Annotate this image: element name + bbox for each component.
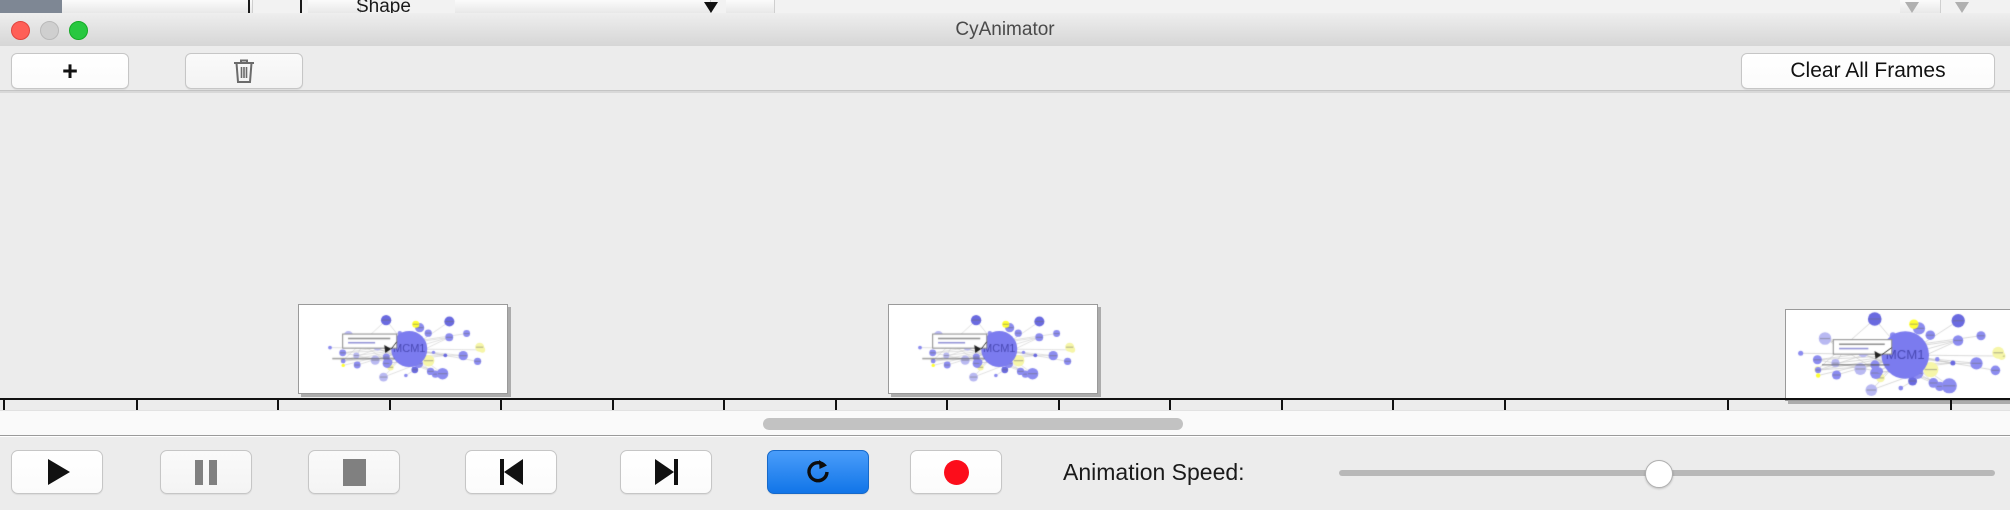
toolbar: + Clear All Frames — [0, 46, 2010, 91]
playback-bar: Animation Speed: — [0, 437, 2010, 510]
clear-all-frames-button[interactable]: Clear All Frames — [1741, 53, 1995, 89]
loop-icon — [807, 460, 829, 483]
timeline-top-divider — [0, 91, 2010, 93]
background-window-segment — [308, 0, 361, 13]
axis-tick-minor — [1950, 400, 1952, 410]
skip-to-start-button[interactable] — [465, 450, 557, 494]
clear-all-frames-label: Clear All Frames — [1790, 59, 1946, 82]
axis-tick-minor — [136, 400, 138, 410]
background-window-caret-icon — [1955, 2, 1969, 13]
axis-baseline — [0, 398, 2010, 400]
timeline-scrollbar[interactable] — [0, 410, 2010, 436]
keyframe-thumbnail — [1786, 310, 2010, 400]
axis-tick-minor — [612, 400, 614, 410]
background-window-strip: Shape — [0, 0, 2010, 13]
pause-icon — [195, 459, 217, 485]
delete-frame-button[interactable] — [185, 53, 303, 89]
axis-tick-major — [500, 400, 502, 410]
keyframe-1[interactable] — [298, 304, 508, 394]
timeline-panel[interactable]: 2131415161718 Seconds — [0, 91, 2010, 410]
record-button[interactable] — [910, 450, 1002, 494]
add-frame-button[interactable]: + — [11, 53, 129, 89]
skip-back-icon — [499, 459, 523, 485]
axis-tick-major — [3, 400, 5, 410]
background-window-segment — [726, 0, 775, 13]
stop-button — [308, 450, 400, 494]
play-button[interactable] — [11, 450, 103, 494]
plus-icon: + — [62, 55, 78, 86]
axis-tick-minor — [1058, 400, 1060, 410]
zoom-button[interactable] — [69, 21, 88, 40]
trash-icon — [234, 59, 254, 83]
scrollbar-thumb[interactable] — [763, 418, 1183, 430]
animation-speed-slider-thumb[interactable] — [1645, 460, 1673, 488]
axis-tick-minor — [1281, 400, 1283, 410]
skip-to-end-button[interactable] — [620, 450, 712, 494]
axis-tick-minor — [835, 400, 837, 410]
background-window-segment — [62, 0, 153, 13]
animation-speed-label: Animation Speed: — [1063, 459, 1245, 485]
title-bar: CyAnimator — [0, 13, 2010, 47]
window-title: CyAnimator — [955, 19, 1055, 40]
skip-forward-icon — [654, 459, 678, 485]
background-window-segment — [212, 0, 253, 13]
traffic-lights — [11, 21, 88, 40]
pause-button — [160, 450, 252, 494]
play-icon — [48, 459, 70, 485]
background-window-caret-icon — [704, 2, 718, 13]
axis-tick-minor — [389, 400, 391, 410]
background-window-tick — [248, 0, 250, 13]
keyframe-thumbnail — [299, 305, 507, 393]
stop-icon — [342, 458, 366, 486]
close-button[interactable] — [11, 21, 30, 40]
keyframe-3[interactable] — [1785, 309, 2010, 401]
background-window-label: Shape — [356, 0, 411, 13]
loop-button[interactable] — [767, 450, 869, 494]
minimize-button[interactable] — [40, 21, 59, 40]
axis-tick-minor — [1727, 400, 1729, 410]
axis-tick-major — [946, 400, 948, 410]
axis-tick-major — [1169, 400, 1171, 410]
background-window-caret-icon — [1905, 2, 1919, 13]
background-window-segment — [455, 0, 711, 13]
background-window-segment — [152, 0, 213, 13]
keyframe-2[interactable] — [888, 304, 1098, 394]
axis-tick-major — [723, 400, 725, 410]
keyframe-thumbnail — [889, 305, 1097, 393]
record-icon — [943, 459, 969, 485]
axis-tick-major — [1392, 400, 1394, 410]
axis-tick-major — [277, 400, 279, 410]
background-window-dark-segment — [0, 0, 62, 13]
background-window-tick — [300, 0, 302, 13]
axis-tick-minor — [1504, 400, 1506, 410]
